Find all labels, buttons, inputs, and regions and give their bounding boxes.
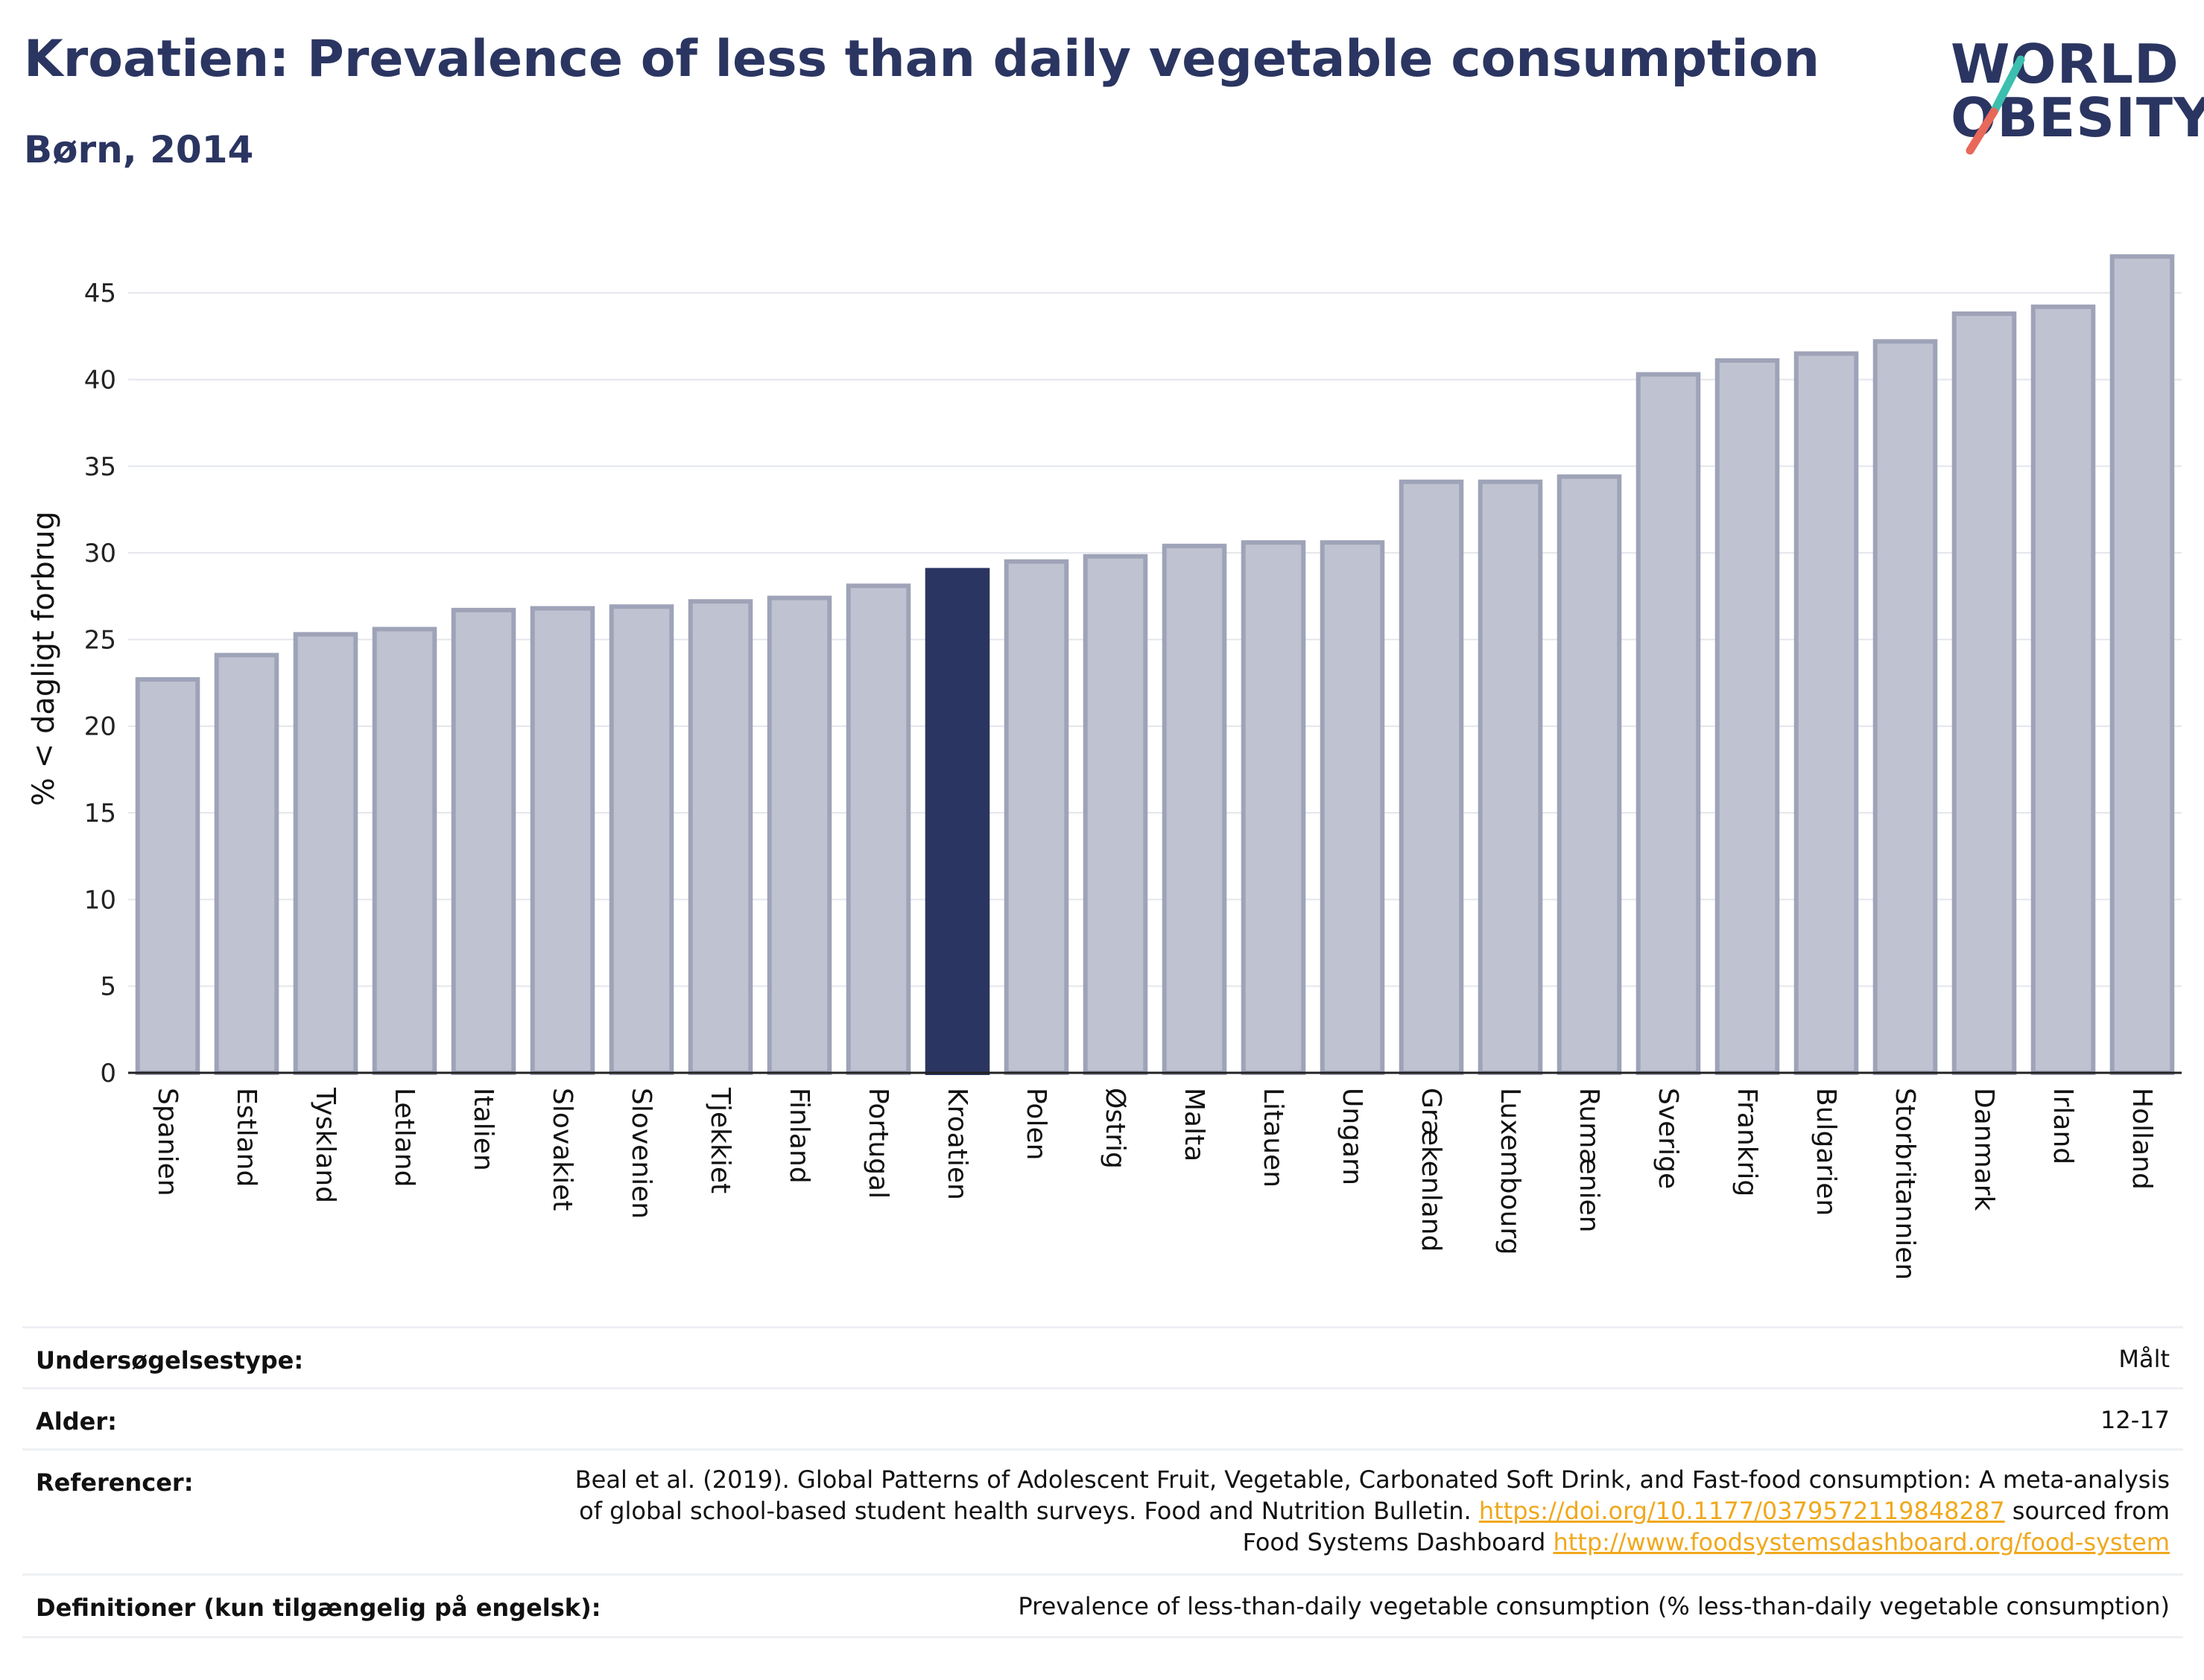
bar-Bulgarien xyxy=(1793,351,1859,1075)
bar-Polen xyxy=(1004,559,1069,1075)
info-value: Beal et al. (2019). Global Patterns of A… xyxy=(307,1464,2170,1558)
x-tick-label: Ungarn xyxy=(1337,1088,1367,1185)
x-tick-label: Rumænien xyxy=(1574,1088,1604,1232)
bar-Slovenien xyxy=(609,604,674,1075)
y-tick-label: 10 xyxy=(84,885,116,915)
y-tick-label: 25 xyxy=(84,625,116,655)
bar-Danmark xyxy=(1951,311,2017,1076)
bar-Kroatien xyxy=(925,568,990,1075)
bar-Slovakiet xyxy=(530,606,595,1075)
x-tick-label: Holland xyxy=(2127,1088,2157,1190)
x-tick-label: Storbritannien xyxy=(1890,1088,1920,1280)
doi-link[interactable]: https://doi.org/10.1177/0379572119848287 xyxy=(1478,1497,2005,1525)
food-systems-link[interactable]: http://www.foodsystemsdashboard.org/food… xyxy=(1553,1528,2170,1556)
bar-Estland xyxy=(214,653,279,1075)
axis-labels: 0 5 10 15 20 25 30 35 40 45 Spanien Estland Tyskland… xyxy=(27,279,2157,1280)
bar-Italien xyxy=(451,607,516,1075)
bar-Ungarn xyxy=(1320,540,1385,1075)
info-label: Undersøgelsestype: xyxy=(36,1346,304,1375)
x-tick-label: Finland xyxy=(784,1088,814,1184)
bar-Tjekkiet xyxy=(688,599,753,1075)
x-tick-label: Frankrig xyxy=(1732,1088,1762,1196)
info-value: Målt xyxy=(2118,1345,2170,1373)
info-label: Definitioner (kun tilgængelig på engelsk… xyxy=(36,1594,601,1622)
bar-Luxembourg xyxy=(1478,479,1543,1075)
reference-text: of global school-based student health su… xyxy=(579,1497,1472,1525)
chart-title: Kroatien: Prevalence of less than daily … xyxy=(24,30,1820,89)
x-tick-label: Slovenien xyxy=(626,1088,656,1219)
bar-Finland xyxy=(767,595,832,1075)
x-tick-label: Portugal xyxy=(863,1088,893,1199)
x-tick-label: Grækenland xyxy=(1416,1088,1446,1252)
world-obesity-logo[interactable]: WORLD OBESITY xyxy=(1937,22,2204,164)
info-row-references: Referencer: Beal et al. (2019). Global P… xyxy=(22,1448,2183,1576)
bar-Malta xyxy=(1162,543,1227,1075)
logo-slash-icon xyxy=(1966,55,2025,155)
bar-Østrig xyxy=(1083,554,1148,1076)
x-tick-label: Tyskland xyxy=(310,1087,341,1203)
bar-Letland xyxy=(372,627,437,1075)
y-tick-label: 30 xyxy=(84,539,116,568)
info-table-bottom-border xyxy=(22,1636,2183,1638)
x-tick-label: Bulgarien xyxy=(1811,1088,1841,1216)
logo-line-1: WORLD xyxy=(1951,33,2179,95)
x-tick-label: Danmark xyxy=(1969,1088,1999,1211)
info-value: 12-17 xyxy=(2100,1406,2170,1434)
reference-text: sourced from xyxy=(2012,1497,2170,1525)
bar-Tyskland xyxy=(293,632,358,1075)
bar-Irland xyxy=(2030,304,2096,1076)
x-tick-label: Italien xyxy=(468,1088,498,1171)
info-row-age: Alder: 12-17 xyxy=(22,1387,2183,1451)
bar-Spanien xyxy=(135,676,200,1075)
bar-chart: 0 5 10 15 20 25 30 35 40 45 Spanien Estland Tyskland… xyxy=(27,254,2182,1280)
info-row-definitions: Definitioner (kun tilgængelig på engelsk… xyxy=(22,1573,2183,1638)
x-tick-label: Luxembourg xyxy=(1495,1088,1525,1255)
y-tick-label: 40 xyxy=(84,365,116,395)
x-tick-label: Letland xyxy=(389,1088,419,1187)
bar-Grækenland xyxy=(1399,479,1464,1075)
y-tick-label: 35 xyxy=(84,452,116,482)
y-tick-label: 20 xyxy=(84,712,116,742)
x-tick-label: Østrig xyxy=(1100,1088,1130,1169)
x-tick-label: Polen xyxy=(1021,1088,1051,1160)
bar-Litauen xyxy=(1241,540,1306,1075)
chart-subtitle: Børn, 2014 xyxy=(24,128,254,171)
y-axis-title: % < dagligt forbrug xyxy=(27,511,61,806)
reference-text: Food Systems Dashboard xyxy=(1242,1528,1546,1556)
bar-Portugal xyxy=(846,583,911,1075)
x-tick-label: Estland xyxy=(231,1088,262,1187)
x-tick-label: Kroatien xyxy=(942,1088,972,1200)
x-tick-label: Slovakiet xyxy=(547,1088,577,1211)
y-tick-label: 45 xyxy=(84,279,116,308)
reference-line-3: Food Systems Dashboard http://www.foodsy… xyxy=(307,1527,2170,1558)
reference-line-1: Beal et al. (2019). Global Patterns of A… xyxy=(574,1465,2170,1494)
info-value: Prevalence of less-than-daily vegetable … xyxy=(1018,1592,2170,1620)
reference-line-2: of global school-based student health su… xyxy=(307,1495,2170,1527)
y-tick-label: 15 xyxy=(84,799,116,828)
bar-Frankrig xyxy=(1714,358,1780,1076)
info-row-survey-type: Undersøgelsestype: Målt xyxy=(22,1326,2183,1389)
bar-Sverige xyxy=(1635,372,1701,1075)
x-tick-label: Sverige xyxy=(1653,1088,1683,1189)
y-tick-label: 5 xyxy=(100,972,116,1002)
bar-Holland xyxy=(2109,254,2175,1075)
x-tick-label: Malta xyxy=(1179,1088,1209,1161)
x-tick-label: Tjekkiet xyxy=(705,1087,735,1194)
bar-Storbritannien xyxy=(1872,339,1938,1076)
info-label: Referencer: xyxy=(36,1468,194,1497)
info-label: Alder: xyxy=(36,1407,117,1436)
x-tick-label: Irland xyxy=(2048,1088,2078,1164)
x-tick-label: Spanien xyxy=(152,1088,183,1196)
bar-Rumænien xyxy=(1557,474,1622,1075)
x-tick-label: Litauen xyxy=(1258,1088,1288,1188)
y-tick-label: 0 xyxy=(100,1059,116,1088)
